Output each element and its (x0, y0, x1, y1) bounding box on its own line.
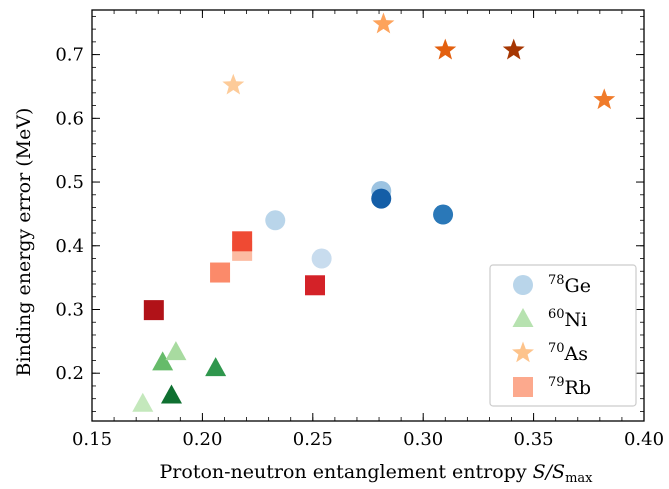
data-point-ni (165, 341, 187, 361)
data-point-rb (143, 300, 164, 321)
data-point-ge (371, 188, 392, 209)
data-point-ge (311, 248, 332, 269)
legend-marker-ni (512, 308, 534, 327)
data-point-ge (265, 210, 286, 231)
legend-marker-ge (513, 275, 533, 295)
legend-mass-number: 79 (548, 375, 565, 390)
legend-element-symbol: Ni (565, 309, 588, 331)
y-tick-label: 0.6 (55, 108, 84, 129)
data-point-as (372, 12, 395, 34)
legend-label-ge: 78Ge (548, 273, 591, 297)
data-point-as (434, 38, 457, 60)
y-tick-label: 0.3 (55, 299, 84, 320)
x-tick-label: 0.40 (624, 429, 664, 450)
data-point-as (593, 88, 616, 110)
x-tick-label: 0.20 (182, 429, 222, 450)
data-point-rb (210, 262, 231, 283)
x-tick-label: 0.30 (403, 429, 443, 450)
x-tick-label: 0.35 (514, 429, 554, 450)
data-point-as (502, 38, 525, 60)
x-axis-label-sub: max (565, 471, 593, 485)
data-point-as (222, 73, 245, 95)
data-marks (132, 12, 616, 412)
legend-marker-rb (513, 377, 533, 397)
legend-mass-number: 60 (548, 307, 565, 322)
x-tick-label: 0.15 (72, 429, 112, 450)
x-axis-label-text: Proton-neutron entanglement entropy (160, 461, 533, 483)
y-axis-label: Binding energy error (MeV) (13, 108, 35, 377)
legend-box (489, 264, 637, 407)
legend-label-as: 70As (548, 341, 588, 365)
data-point-ni (152, 351, 174, 371)
legend-element-symbol: Ge (565, 275, 591, 297)
y-tick-label: 0.2 (55, 363, 84, 384)
data-point-rb (232, 231, 253, 252)
y-tick-label: 0.5 (55, 172, 84, 193)
data-point-ge (433, 204, 454, 225)
legend-label-ni: 60Ni (548, 307, 587, 331)
data-point-rb (305, 275, 326, 296)
data-point-ni (132, 392, 154, 412)
legend-mass-number: 70 (548, 341, 565, 356)
y-tick-label: 0.4 (55, 236, 84, 257)
legend-element-symbol: Rb (565, 377, 591, 399)
x-axis-label: Proton-neutron entanglement entropy S/Sm… (160, 461, 594, 485)
data-point-ni (205, 357, 227, 377)
data-point-ni (160, 384, 182, 404)
legend-mass-number: 78 (548, 273, 565, 288)
legend-marker-as (512, 341, 534, 363)
y-tick-label: 0.7 (55, 45, 84, 66)
legend-element-symbol: As (564, 343, 588, 365)
x-tick-label: 0.25 (293, 429, 333, 450)
x-axis-label-math: S/S (533, 461, 565, 483)
plot-frame (91, 9, 645, 422)
legend-label-rb: 79Rb (548, 375, 591, 399)
axes: 0.15 0.20 0.25 0.30 0.35 0.40 0.2 0.3 0.4 0.5 0.6 0… (55, 10, 664, 450)
